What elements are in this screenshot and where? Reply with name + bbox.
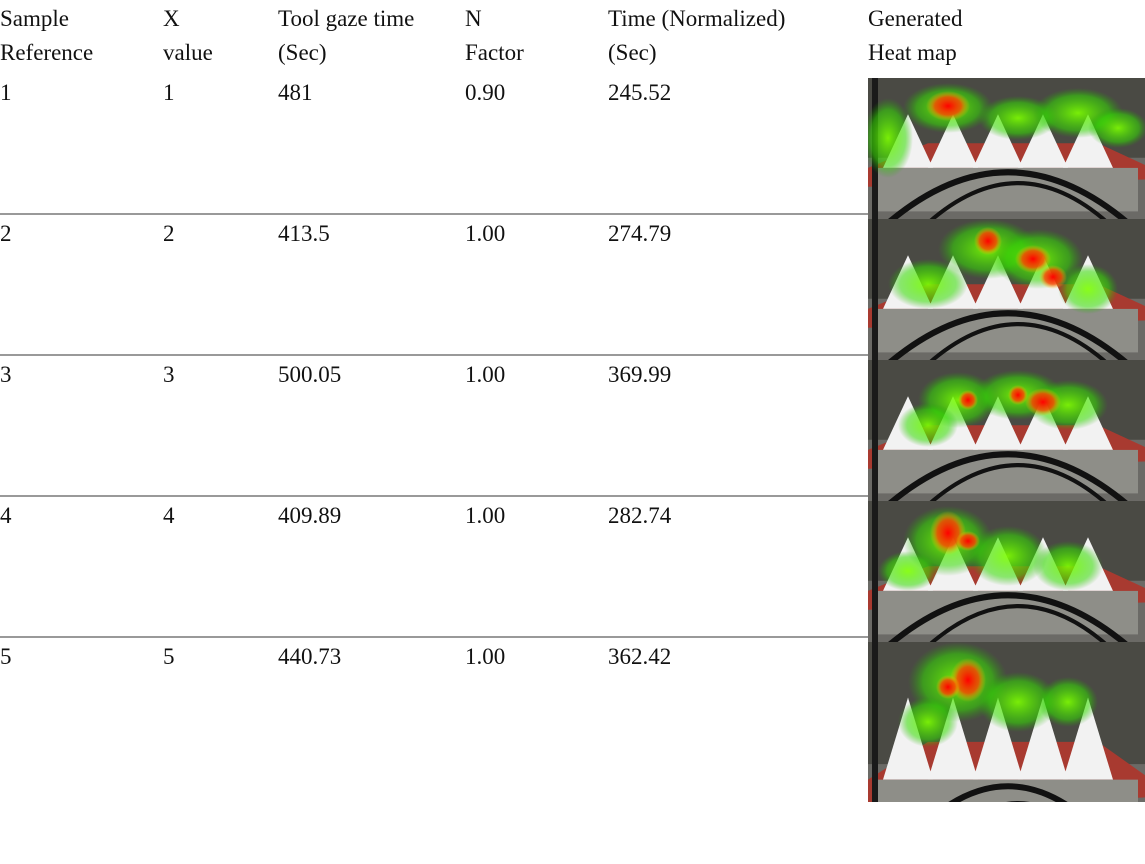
pole xyxy=(872,501,878,646)
cell: 1.00 xyxy=(465,362,505,387)
hose xyxy=(926,322,1110,366)
heat-map xyxy=(868,501,1145,649)
cell: 5 xyxy=(163,644,175,669)
heat-map xyxy=(868,78,1145,226)
cell: 3 xyxy=(163,362,175,387)
header-cell: Sample xyxy=(0,6,69,31)
gaze-blob xyxy=(1033,541,1103,591)
header-cell: N xyxy=(465,6,482,31)
cell: 500.05 xyxy=(278,362,341,387)
cell: 362.42 xyxy=(608,644,671,669)
cone xyxy=(1063,114,1113,168)
hose xyxy=(926,604,1110,648)
cell: 245.52 xyxy=(608,80,671,105)
header-cell: (Sec) xyxy=(608,40,657,65)
gaze-hotspot xyxy=(958,390,978,410)
cell: 274.79 xyxy=(608,221,671,246)
cell: 413.5 xyxy=(278,221,330,246)
cell: 369.99 xyxy=(608,362,671,387)
heat-map xyxy=(868,360,1145,508)
header-cell: Tool gaze time xyxy=(278,6,414,31)
cell: 1 xyxy=(163,80,175,105)
gaze-blob xyxy=(1038,677,1098,727)
gaze-hotspot xyxy=(1015,245,1051,273)
hose xyxy=(886,592,1130,649)
heat-map xyxy=(868,642,1145,802)
pole xyxy=(872,219,878,364)
gaze-hotspot xyxy=(1039,265,1067,289)
gaze-hotspot xyxy=(1008,385,1028,405)
gaze-blob xyxy=(898,403,958,447)
gaze-hotspot xyxy=(974,227,1002,255)
hose xyxy=(926,181,1110,225)
cell: 3 xyxy=(0,362,12,387)
hose xyxy=(926,463,1110,507)
hose xyxy=(886,310,1130,367)
header-cell: X xyxy=(163,6,180,31)
heat-map xyxy=(868,219,1145,367)
header-cell: Time (Normalized) xyxy=(608,6,785,31)
cone xyxy=(973,396,1023,450)
cell: 1.00 xyxy=(465,644,505,669)
hose xyxy=(1007,801,1029,802)
cell: 2 xyxy=(163,221,175,246)
cell: 4 xyxy=(163,503,175,528)
cell: 4 xyxy=(0,503,12,528)
cell: 409.89 xyxy=(278,503,341,528)
gaze-blob xyxy=(878,551,938,591)
cell: 1 xyxy=(0,80,12,105)
header-cell: value xyxy=(163,40,213,65)
pole xyxy=(872,642,878,802)
cone xyxy=(928,697,978,780)
cell: 440.73 xyxy=(278,644,341,669)
panel xyxy=(878,779,1138,802)
cone xyxy=(1018,114,1068,168)
header-cell: Factor xyxy=(465,40,524,65)
hose xyxy=(886,451,1130,508)
cell: 1.00 xyxy=(465,221,505,246)
gaze-blob xyxy=(1058,264,1118,314)
header-cell: Heat map xyxy=(868,40,957,65)
cell: 481 xyxy=(278,80,313,105)
header-cell: (Sec) xyxy=(278,40,327,65)
gaze-blob xyxy=(978,672,1058,732)
gaze-blob xyxy=(898,697,958,747)
cone xyxy=(1063,697,1113,780)
gaze-blob xyxy=(888,259,968,309)
cone xyxy=(973,255,1023,309)
cell: 282.74 xyxy=(608,503,672,528)
cone xyxy=(928,114,978,168)
cell: 0.90 xyxy=(465,80,505,105)
cell: 5 xyxy=(0,644,12,669)
header-cell: Reference xyxy=(0,40,93,65)
pole xyxy=(872,360,878,505)
hose xyxy=(886,169,1130,226)
cone xyxy=(1018,697,1068,780)
cone xyxy=(973,697,1023,780)
header-cell: Generated xyxy=(868,6,963,31)
gaze-hotspot xyxy=(1025,388,1061,416)
gaze-hotspot xyxy=(936,675,960,699)
gaze-blob xyxy=(868,98,913,178)
cone xyxy=(973,114,1023,168)
cell: 1.00 xyxy=(465,503,505,528)
gaze-hotspot xyxy=(956,531,980,551)
hose xyxy=(948,783,1068,802)
gaze-hotspot xyxy=(926,91,970,121)
gaze-blob xyxy=(968,526,1048,586)
cell: 2 xyxy=(0,221,12,246)
gaze-blob xyxy=(1088,108,1145,148)
